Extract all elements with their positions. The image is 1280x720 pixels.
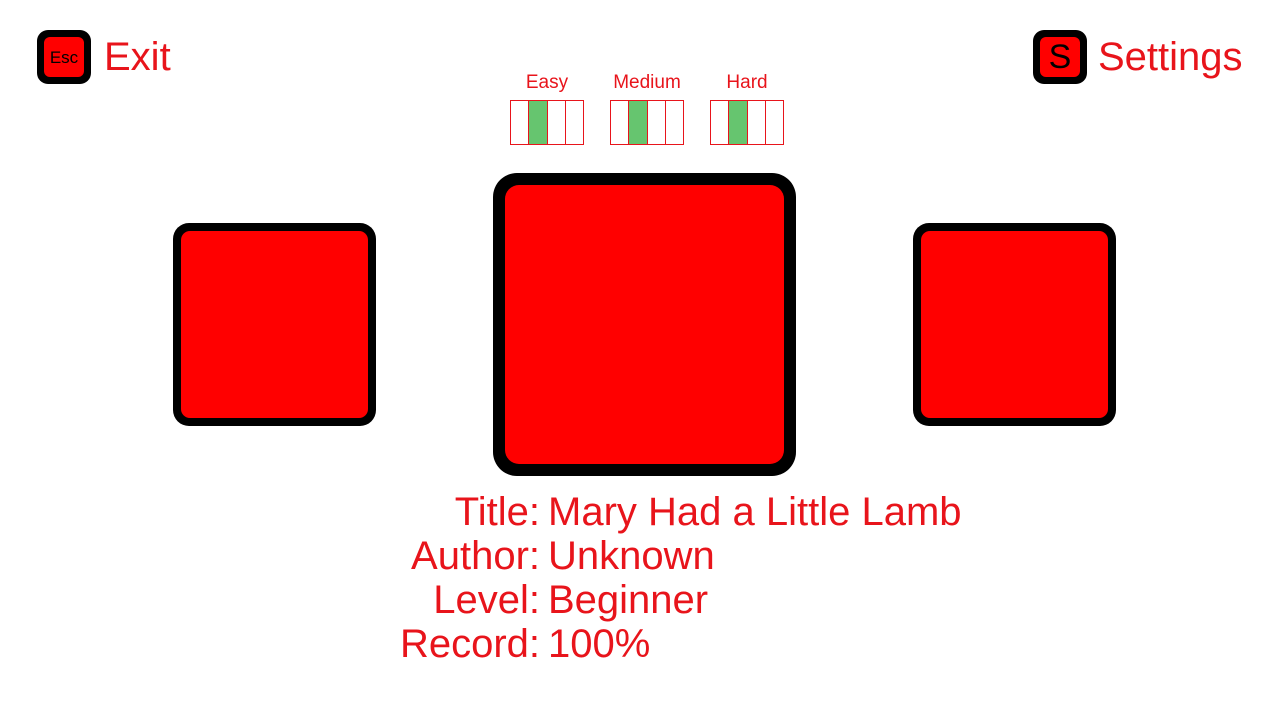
song-level-value: Beginner — [548, 578, 709, 622]
selected-song-tile-face — [505, 185, 784, 464]
previous-song-tile-face — [181, 231, 368, 418]
song-record-value: 100% — [548, 622, 651, 666]
esc-key-label: Esc — [44, 37, 84, 77]
meter-segment — [764, 100, 784, 145]
difficulty-hard: Hard — [710, 72, 784, 145]
song-title-row: Title: Mary Had a Little Lamb — [380, 490, 962, 534]
meter-segment — [664, 100, 684, 145]
song-author-value: Unknown — [548, 534, 715, 578]
difficulty-hard-meter — [710, 100, 784, 145]
song-title-label: Title: — [454, 490, 540, 534]
meter-segment — [546, 100, 566, 145]
meter-segment — [728, 100, 748, 145]
difficulty-medium-meter — [610, 100, 684, 145]
song-title-value: Mary Had a Little Lamb — [548, 490, 962, 534]
song-level-label: Level: — [433, 578, 540, 622]
song-author-row: Author: Unknown — [380, 534, 962, 578]
difficulty-easy: Easy — [510, 72, 584, 145]
settings-label[interactable]: Settings — [1098, 35, 1243, 79]
song-record-label: Record: — [399, 622, 540, 666]
s-key-label: S — [1040, 37, 1080, 77]
selected-song-tile[interactable] — [493, 173, 796, 476]
meter-segment — [610, 100, 630, 145]
song-record-row: Record: 100% — [380, 622, 962, 666]
meter-segment — [746, 100, 766, 145]
meter-segment — [528, 100, 548, 145]
song-author-label: Author: — [411, 534, 540, 578]
difficulty-medium-label: Medium — [613, 72, 681, 93]
song-level-row: Level: Beginner — [380, 578, 962, 622]
meter-segment — [564, 100, 584, 145]
meter-segment — [646, 100, 666, 145]
song-info: Title: Mary Had a Little Lamb Author: Un… — [380, 490, 962, 666]
difficulty-hard-label: Hard — [726, 72, 768, 93]
exit-button[interactable]: Esc — [37, 30, 91, 84]
meter-segment — [628, 100, 648, 145]
meter-segment — [510, 100, 530, 145]
settings-button[interactable]: S — [1033, 30, 1087, 84]
exit-label[interactable]: Exit — [104, 35, 171, 79]
difficulty-easy-meter — [510, 100, 584, 145]
previous-song-tile[interactable] — [173, 223, 376, 426]
next-song-tile[interactable] — [913, 223, 1116, 426]
difficulty-medium: Medium — [610, 72, 684, 145]
next-song-tile-face — [921, 231, 1108, 418]
meter-segment — [710, 100, 730, 145]
difficulty-easy-label: Easy — [525, 72, 569, 93]
